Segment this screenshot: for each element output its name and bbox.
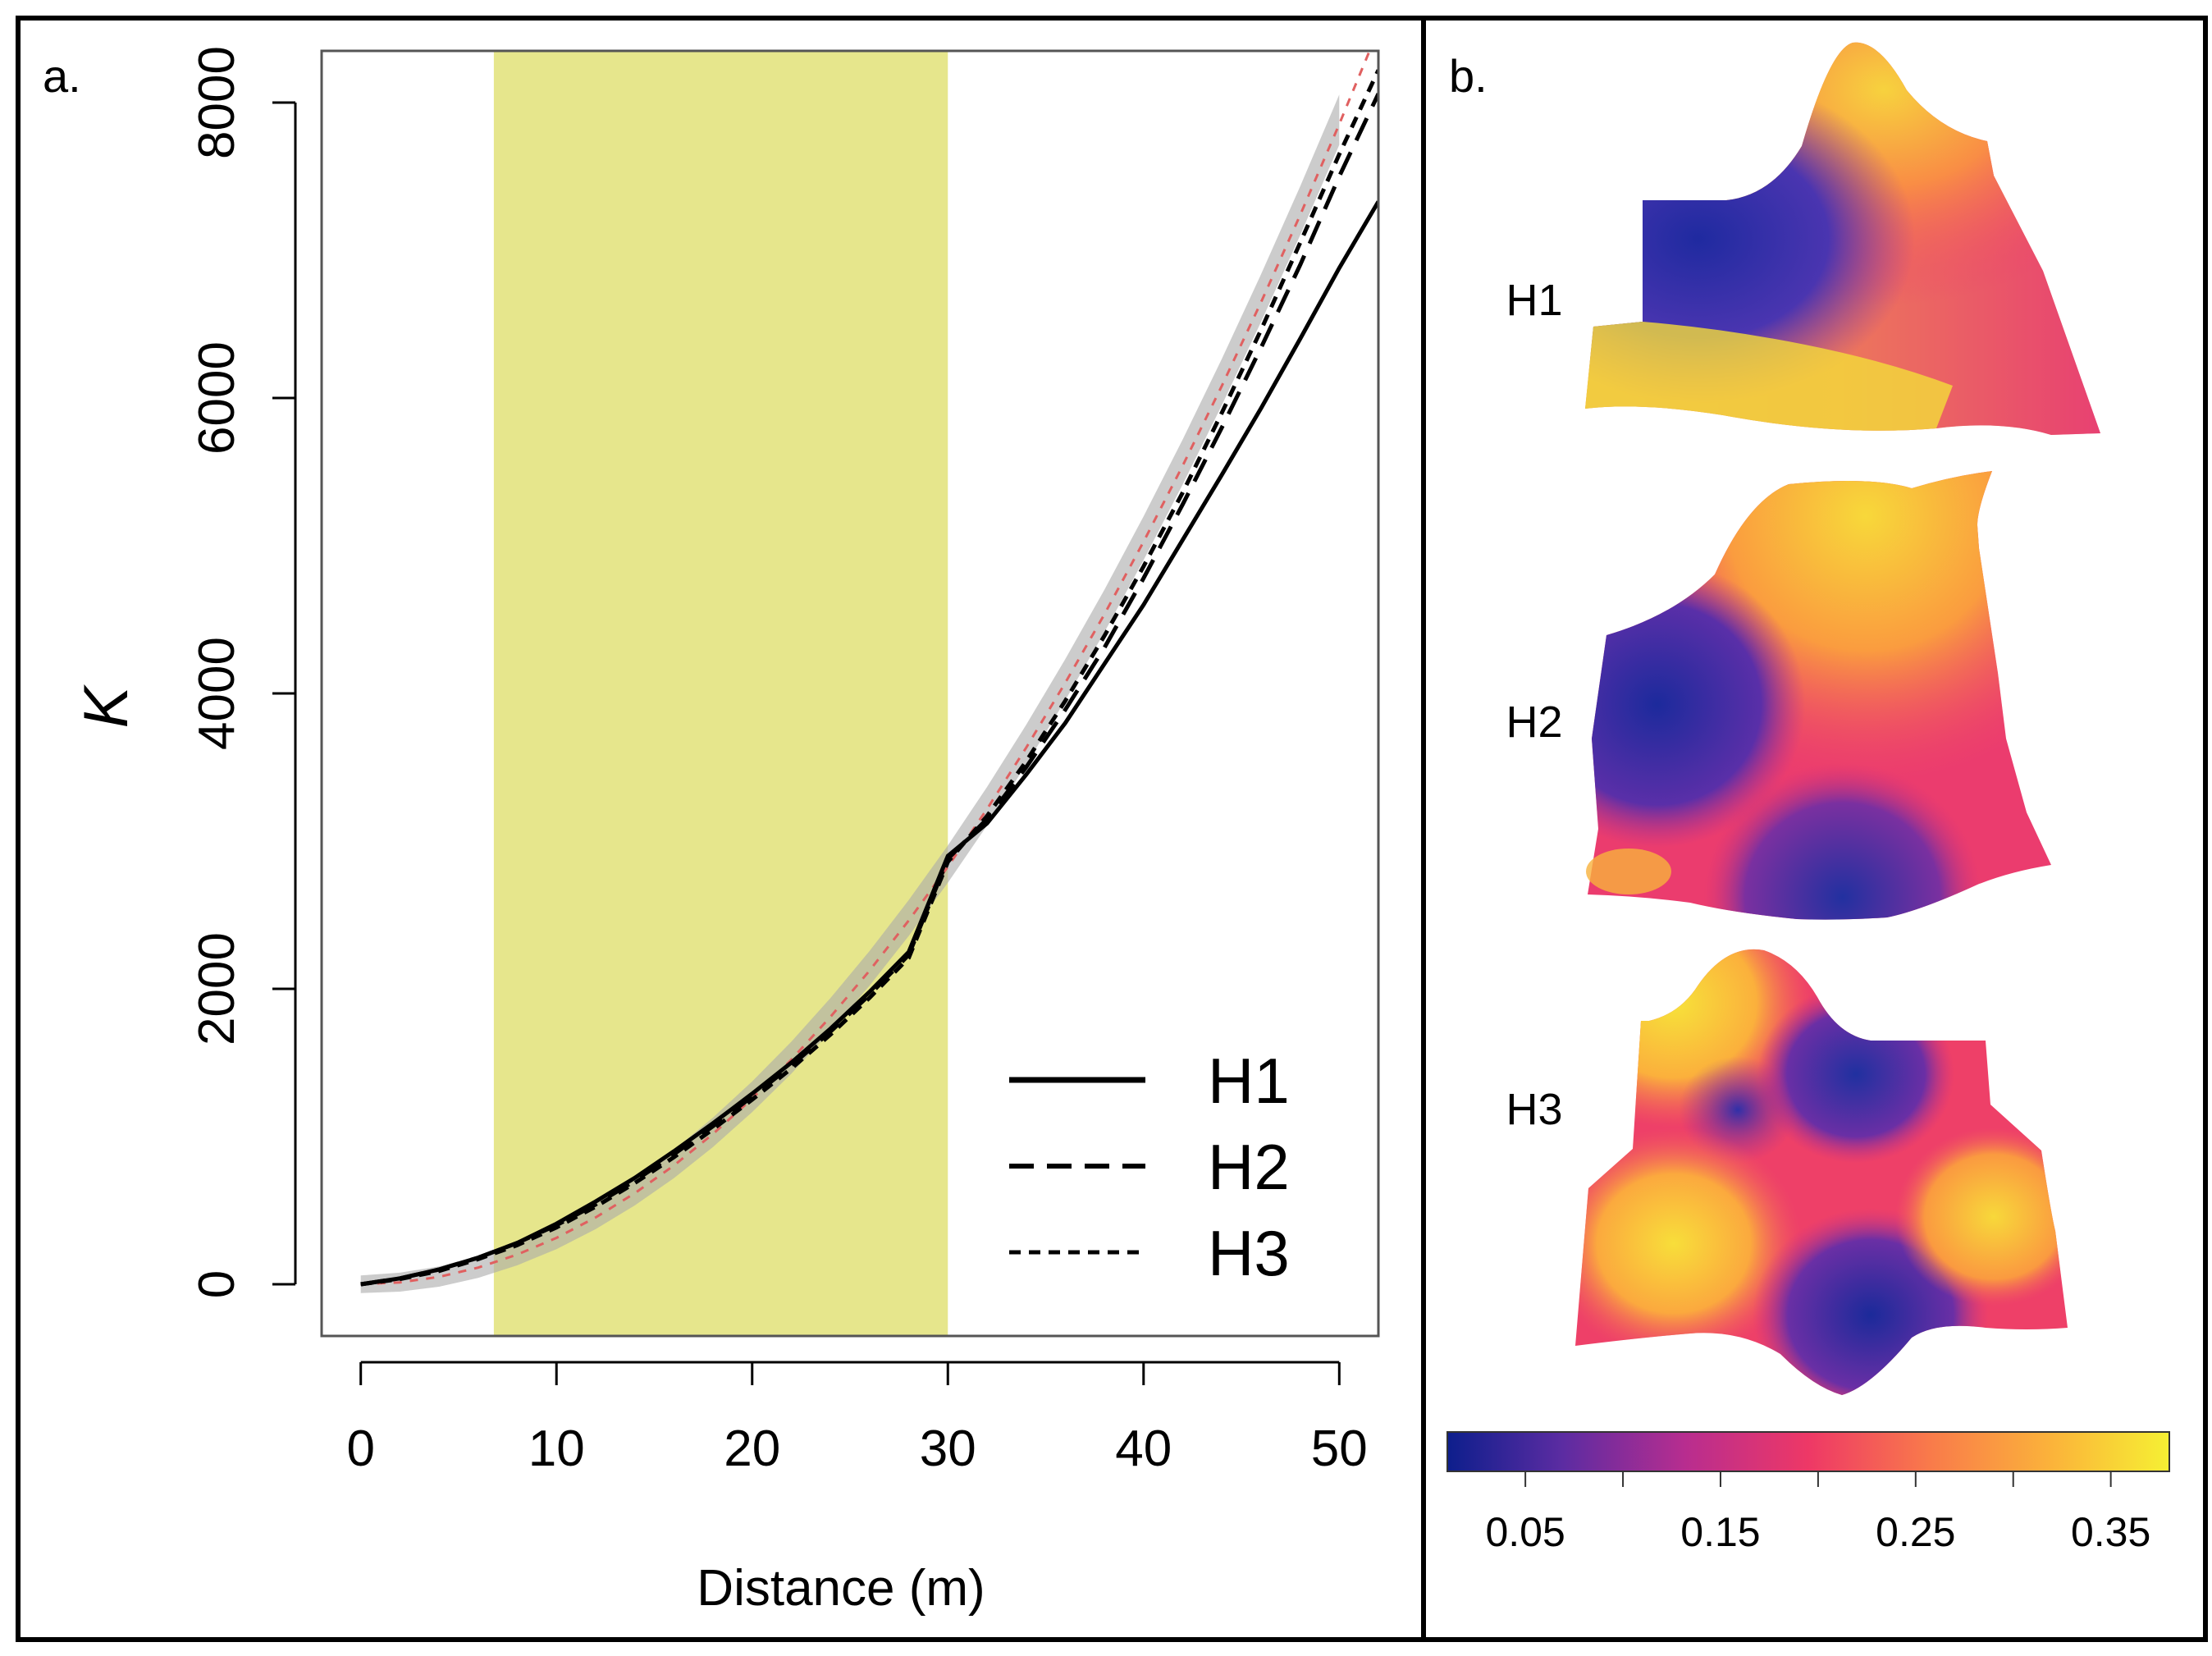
surface-label-h1: H1 — [1506, 276, 1562, 325]
x-tick-label: 10 — [528, 1420, 585, 1477]
colorbar-tick-label: 0.25 — [1876, 1509, 1955, 1555]
highlight-region — [493, 51, 948, 1336]
surface-label-h2: H2 — [1506, 698, 1562, 747]
legend: H1 H2 H3 — [1009, 1045, 1290, 1289]
series-line-h3 — [360, 69, 1378, 1287]
x-tick-label: 20 — [724, 1420, 780, 1477]
x-axis-label: Distance (m) — [697, 1560, 985, 1617]
surface-h3 — [1575, 949, 2068, 1395]
colorbar: 0.05 0.15 0.25 0.35 — [1446, 1431, 2170, 1555]
panel-b-frame — [1421, 16, 2208, 1642]
surface-h1 — [1585, 42, 2100, 436]
x-tick-label: 0 — [346, 1420, 374, 1477]
colorbar-tick-label: 0.05 — [1485, 1509, 1565, 1555]
colorbar-ramp — [1446, 1431, 2170, 1472]
k-function-plot: 0 10 20 30 40 50 0 2000 4000 6000 8000 Distance (… — [71, 46, 1380, 1617]
y-axis: 0 2000 4000 6000 8000 — [189, 46, 297, 1298]
x-tick-label: 30 — [920, 1420, 976, 1477]
surface-h2 — [1586, 471, 2051, 920]
plot-frame — [320, 49, 1380, 1338]
x-tick-label: 50 — [1311, 1420, 1368, 1477]
surface-label-h3: H3 — [1506, 1085, 1562, 1134]
y-tick-label: 4000 — [189, 637, 245, 750]
x-tick-label: 40 — [1115, 1420, 1172, 1477]
y-tick-label: 8000 — [189, 46, 245, 159]
colorbar-tick-label: 0.15 — [1680, 1509, 1760, 1555]
colorbar-ticks: 0.05 0.15 0.25 0.35 — [1485, 1471, 2150, 1555]
panel-b-label: b. — [1449, 50, 1488, 102]
legend-label-h3: H3 — [1208, 1217, 1290, 1289]
x-axis: 0 10 20 30 40 50 — [346, 1361, 1368, 1477]
series-line-h1 — [360, 200, 1378, 1287]
colorbar-tick-label: 0.35 — [2071, 1509, 2150, 1555]
panel-a-label: a. — [43, 50, 81, 102]
y-tick-label: 0 — [189, 1270, 245, 1298]
legend-label-h1: H1 — [1208, 1045, 1290, 1117]
series-layer — [360, 51, 1378, 1287]
legend-label-h2: H2 — [1208, 1131, 1290, 1203]
y-tick-label: 2000 — [189, 932, 245, 1045]
y-axis-label: K — [71, 684, 141, 728]
y-tick-label: 6000 — [189, 341, 245, 455]
